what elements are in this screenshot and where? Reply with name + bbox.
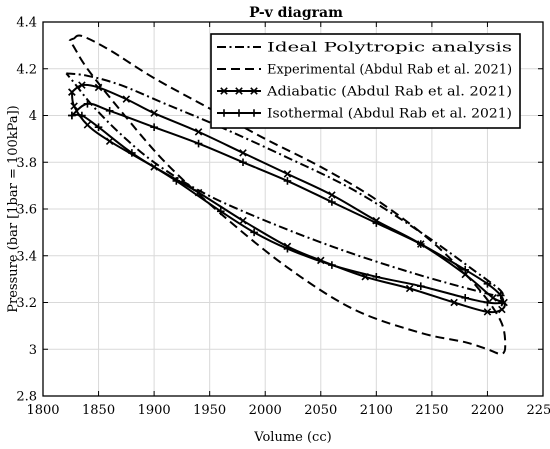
- data-point: [283, 244, 292, 253]
- y-tick-label: 4: [29, 109, 37, 124]
- y-tick-label: 2.8: [16, 390, 37, 405]
- legend-box: [210, 33, 521, 129]
- data-point: [239, 158, 247, 167]
- legend: Ideal Polytropic analysis Experimental (A…: [210, 33, 521, 129]
- x-tick-label: 1950: [193, 403, 226, 418]
- legend-marker: [235, 109, 243, 117]
- data-point: [83, 100, 92, 108]
- data-point: [239, 149, 247, 157]
- x-tick-label: 2200: [471, 403, 504, 418]
- data-point: [105, 137, 114, 145]
- data-point: [70, 102, 78, 110]
- x-tick-label: 2000: [249, 403, 282, 418]
- legend-marker: [250, 109, 258, 117]
- legend-marker: [250, 87, 258, 95]
- y-tick-label: 3: [29, 343, 37, 358]
- y-tick-label: 3.6: [16, 203, 37, 218]
- data-point: [372, 219, 381, 227]
- data-point: [150, 123, 158, 131]
- data-point: [496, 291, 505, 300]
- data-point: [328, 261, 336, 269]
- x-axis-label: Volume (cc): [253, 430, 331, 445]
- x-tick-label: 1850: [82, 403, 115, 418]
- data-point: [194, 139, 203, 148]
- data-point: [461, 265, 470, 274]
- data-point: [68, 111, 76, 120]
- x-tick-label: 1900: [138, 403, 171, 418]
- data-point: [461, 270, 469, 279]
- legend-item: Experimental (Abdul Rab et al. 2021): [217, 63, 512, 78]
- data-point: [405, 284, 414, 293]
- y-axis-label: Pressure (bar [1bar = 100kPa]): [6, 105, 21, 312]
- legend-label: Isothermal (Abdul Rab et al. 2021): [267, 107, 512, 122]
- legend-item: Isothermal (Abdul Rab et al. 2021): [217, 107, 512, 122]
- data-point: [83, 121, 92, 129]
- legend-marker: [235, 87, 243, 95]
- series-4: [68, 100, 506, 307]
- data-point: [283, 170, 292, 178]
- data-point: [78, 111, 86, 120]
- chart-title: P-v diagram: [249, 5, 343, 21]
- x-tick-label: 2150: [415, 403, 448, 418]
- data-point: [239, 216, 247, 225]
- data-point: [483, 308, 492, 316]
- x-tick-label: 2050: [304, 403, 337, 418]
- x-tick-label: 2100: [360, 403, 393, 418]
- data-point: [216, 207, 225, 216]
- data-point: [450, 298, 458, 307]
- ticks: 1800 1850 1900 1950 2000 2050 2100 2150 2200 2250…: [16, 16, 550, 419]
- data-point: [250, 228, 258, 237]
- data-point: [94, 123, 103, 131]
- data-point: [483, 280, 492, 288]
- data-point: [461, 294, 470, 302]
- legend-item: Ideal Polytropic analysis: [217, 41, 512, 56]
- y-tick-label: 3.4: [16, 249, 37, 264]
- y-tick-label: 3.8: [16, 156, 37, 171]
- legend-marker: [220, 87, 228, 95]
- data-point: [172, 177, 181, 185]
- data-point: [498, 305, 506, 314]
- data-point: [416, 282, 425, 290]
- data-point: [94, 83, 103, 92]
- legend-label: Experimental (Abdul Rab et al. 2021): [267, 63, 512, 78]
- y-tick-label: 4.2: [16, 62, 37, 77]
- x-tick-label: 2250: [526, 403, 550, 418]
- data-point: [78, 81, 86, 89]
- data-point: [483, 298, 492, 307]
- y-tick-label: 3.2: [16, 296, 37, 311]
- data-point: [372, 272, 381, 281]
- data-point: [150, 109, 158, 117]
- data-point: [328, 191, 336, 199]
- data-point: [498, 298, 506, 307]
- data-point: [283, 177, 292, 185]
- data-point: [105, 107, 114, 115]
- data-point: [128, 149, 136, 157]
- y-tick-label: 4.4: [16, 16, 37, 31]
- legend-marker: [220, 109, 228, 117]
- data-point: [68, 88, 76, 96]
- data-point: [489, 294, 497, 302]
- data-point: [122, 95, 131, 103]
- data-point: [328, 198, 336, 206]
- legend-label: Ideal Polytropic analysis: [267, 41, 512, 56]
- legend-label: Adiabatic (Abdul Rab et al. 2021): [266, 85, 512, 100]
- x-tick-label: 1800: [26, 403, 59, 418]
- legend-item: Adiabatic (Abdul Rab et al. 2021): [217, 85, 512, 100]
- data-point: [416, 240, 425, 248]
- data-point: [194, 128, 203, 136]
